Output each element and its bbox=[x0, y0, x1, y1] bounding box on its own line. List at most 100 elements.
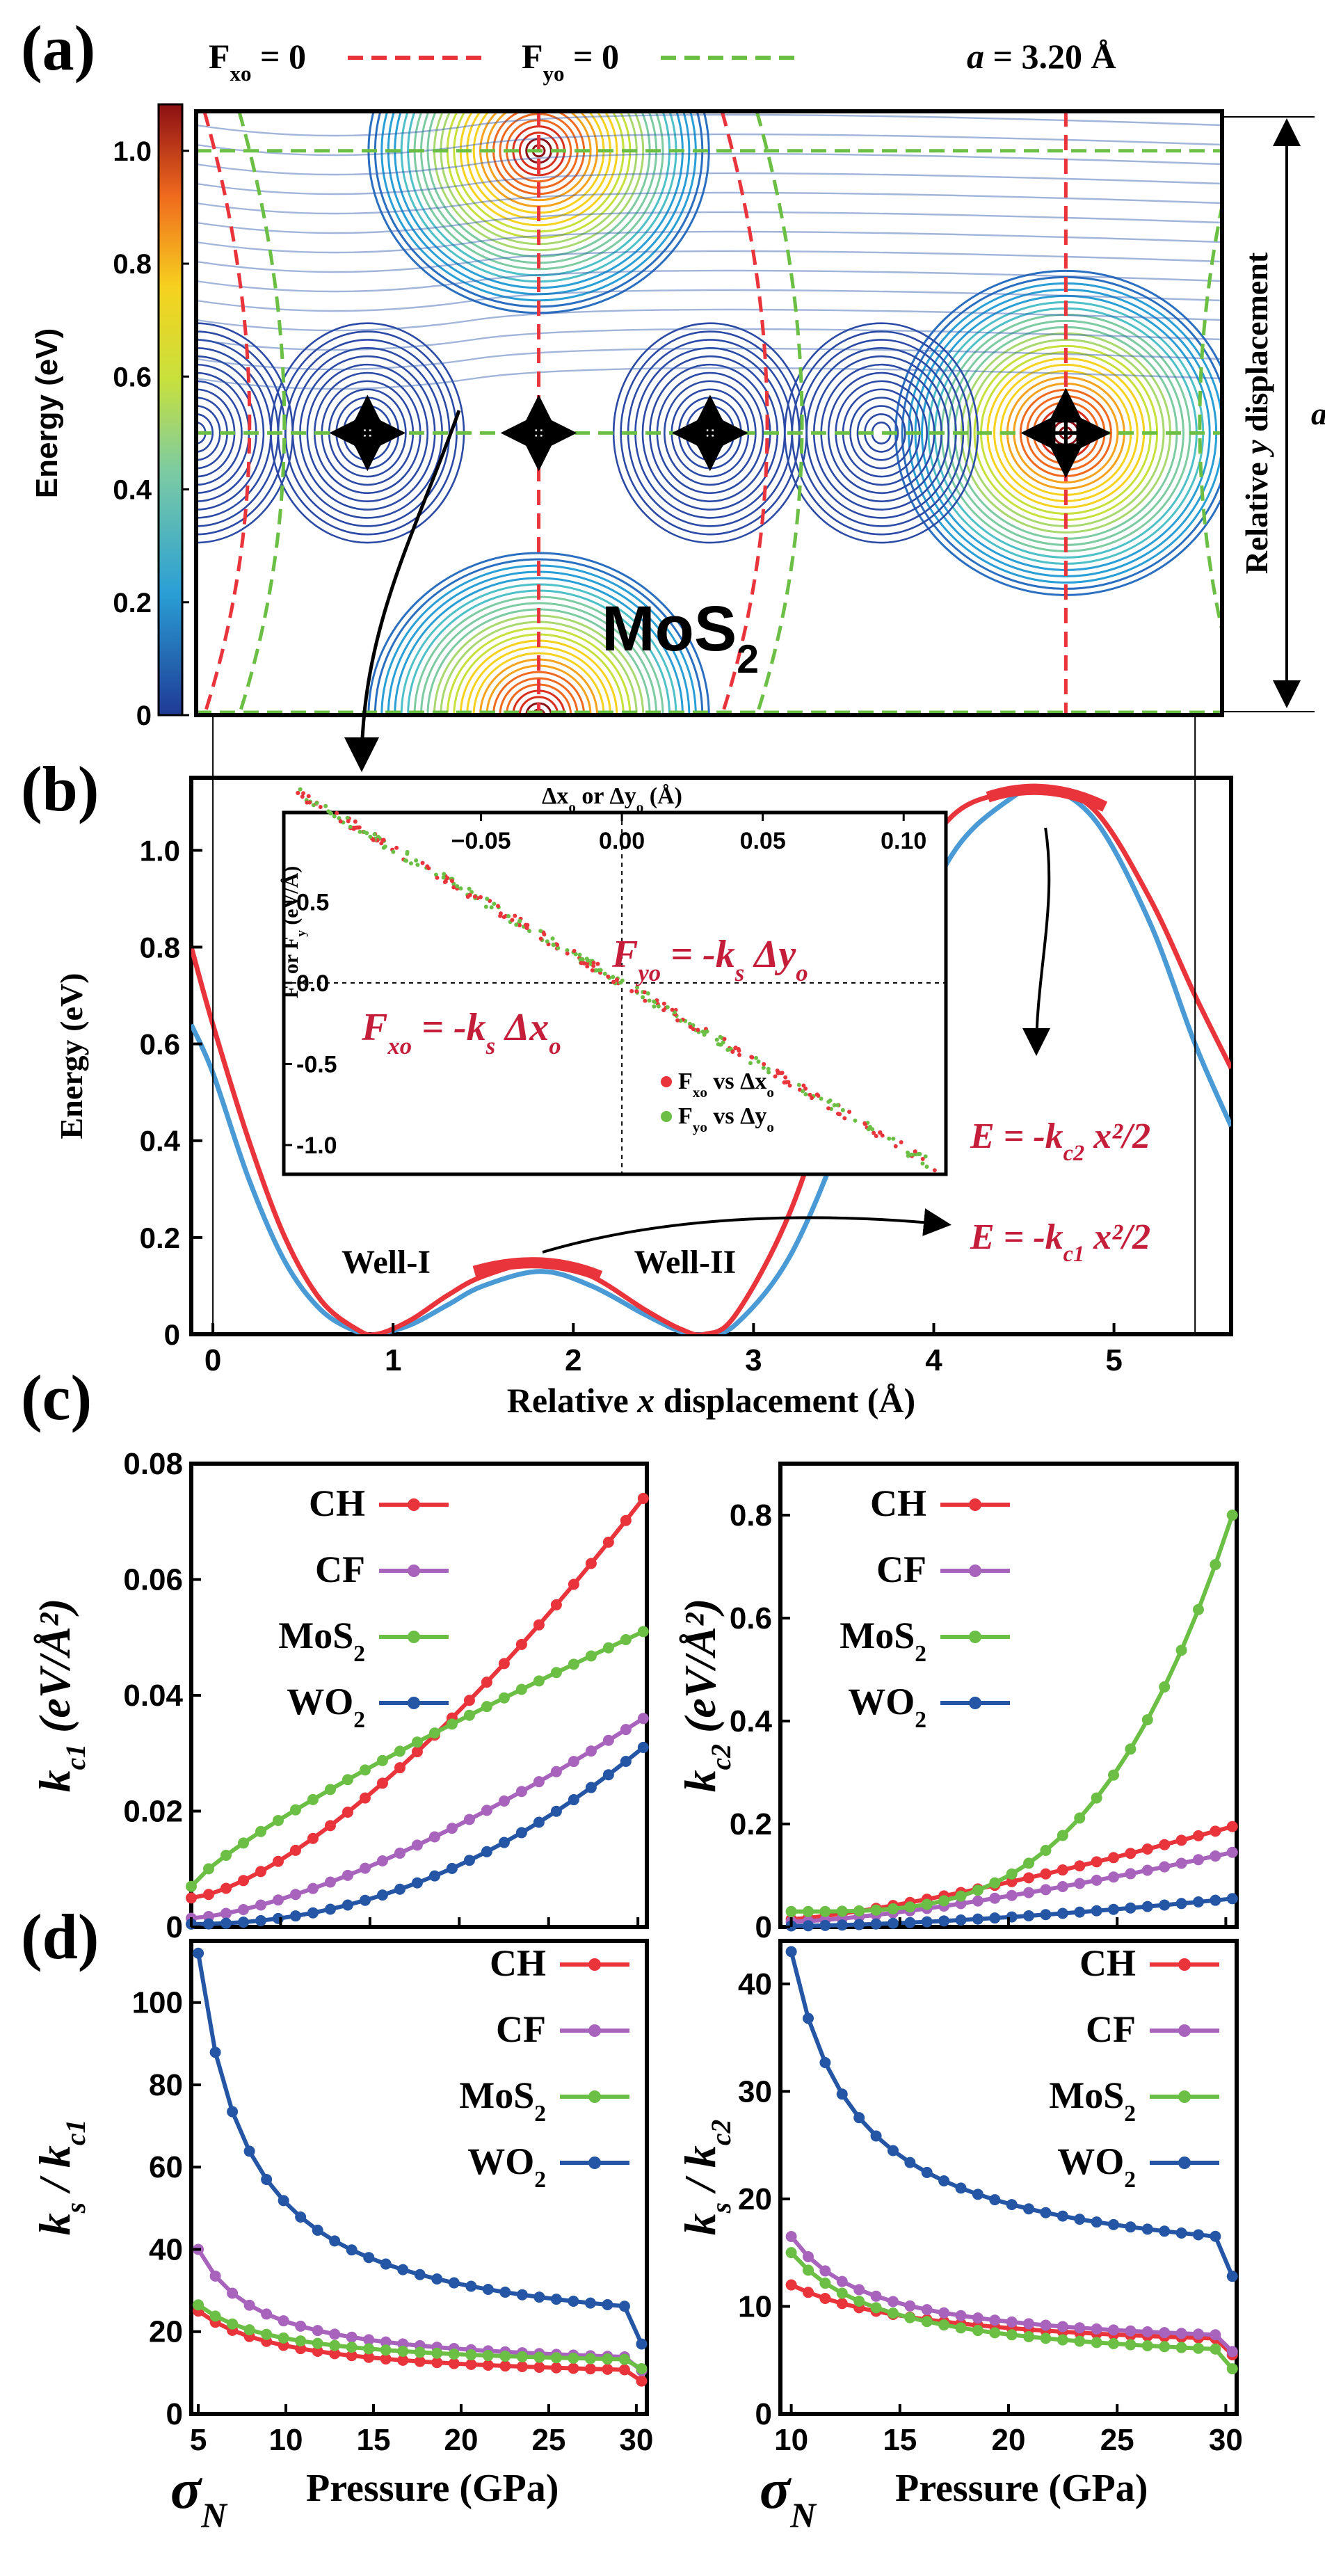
colorbar-tick-label: 0 bbox=[136, 701, 152, 731]
inset-point bbox=[345, 815, 350, 820]
inset-point bbox=[472, 894, 477, 899]
series-point bbox=[887, 2307, 899, 2319]
inset-x-tick-label: 0.00 bbox=[599, 828, 645, 854]
series-point bbox=[550, 1805, 562, 1817]
series-point bbox=[481, 1846, 492, 1857]
inset-point bbox=[737, 1048, 741, 1053]
inset-point bbox=[787, 1083, 792, 1088]
inset-point bbox=[591, 960, 596, 965]
well-i-label: Well-I bbox=[342, 1244, 431, 1281]
inset-plot: −0.05 0.00 0.05 0.10 -1.0 -0.5 0.0 0.5 Δxo or Δy… bbox=[280, 783, 948, 1176]
series-point bbox=[1125, 1848, 1137, 1859]
inset-point bbox=[409, 861, 414, 866]
series-point bbox=[938, 2307, 950, 2319]
series-point bbox=[446, 1718, 458, 1730]
inset-point bbox=[305, 800, 310, 805]
series-point bbox=[329, 2339, 341, 2351]
series-point bbox=[887, 2296, 899, 2307]
series-point bbox=[481, 1701, 492, 1713]
series-point bbox=[380, 2336, 392, 2348]
y-axis-label: ks / kc1 bbox=[30, 2120, 91, 2236]
map-frame bbox=[194, 109, 1224, 717]
series-point bbox=[904, 1917, 916, 1928]
series-point bbox=[1175, 2328, 1187, 2339]
subplot: CH CF MoS2 WO2 0 0.2 0.4 0.6 0.8 kc2 (eV/Å²) bbox=[675, 1462, 1239, 1944]
inset-point bbox=[862, 1121, 867, 1126]
material-label: MoS2 bbox=[602, 593, 759, 682]
series-point bbox=[1108, 1852, 1120, 1864]
series-point bbox=[533, 1816, 545, 1828]
y-tick-label: 0.2 bbox=[140, 1222, 180, 1254]
series-point bbox=[411, 1746, 423, 1758]
inset-point bbox=[565, 951, 570, 956]
series-point bbox=[972, 1885, 983, 1896]
inset-point bbox=[796, 1082, 801, 1087]
y-tick-label: 0 bbox=[164, 1318, 180, 1351]
series-point bbox=[1175, 2227, 1187, 2239]
series-point bbox=[359, 1894, 371, 1906]
series-point bbox=[1040, 1909, 1052, 1921]
series-point bbox=[278, 2315, 289, 2327]
series-point bbox=[220, 1907, 232, 1919]
series-point bbox=[1226, 2271, 1238, 2282]
series-point bbox=[989, 1892, 1001, 1904]
y-tick-label: 40 bbox=[149, 2232, 183, 2266]
inset-point bbox=[847, 1110, 852, 1114]
panel-label: (a) bbox=[21, 13, 95, 83]
series-point bbox=[1091, 1905, 1102, 1917]
inset-point bbox=[835, 1103, 840, 1107]
legend-marker bbox=[1178, 1958, 1191, 1971]
series-point bbox=[414, 2269, 426, 2280]
series-point bbox=[363, 2343, 375, 2355]
series-point bbox=[220, 1850, 232, 1862]
x-tick-label: 15 bbox=[357, 2423, 391, 2457]
series-point bbox=[870, 1918, 882, 1930]
series-point bbox=[887, 1903, 899, 1914]
contour-line bbox=[195, 191, 1223, 215]
y-tick-label: 10 bbox=[738, 2289, 772, 2323]
inset-point bbox=[641, 995, 645, 1000]
contour-line bbox=[195, 133, 1223, 157]
series-point bbox=[836, 2088, 848, 2100]
series-point bbox=[1108, 2338, 1120, 2350]
series-point bbox=[346, 2342, 358, 2353]
contour-line bbox=[195, 289, 1223, 312]
series-point bbox=[1091, 1856, 1102, 1868]
inset-x-label: Δxo or Δyo (Å) bbox=[542, 783, 682, 815]
series-point bbox=[785, 1946, 797, 1958]
inset-legend-label: Fyo vs Δyo bbox=[678, 1103, 774, 1135]
series-point bbox=[803, 2264, 814, 2276]
inset-point bbox=[538, 936, 543, 941]
series-point bbox=[989, 2314, 1001, 2326]
inset-point bbox=[323, 803, 328, 808]
series-point bbox=[637, 1741, 649, 1753]
series-point bbox=[1074, 1812, 1086, 1824]
series-point bbox=[887, 2145, 899, 2157]
inset-point bbox=[878, 1130, 883, 1135]
series-point bbox=[428, 1870, 440, 1882]
y-tick-label: 0 bbox=[755, 2397, 772, 2431]
inset-point bbox=[510, 918, 515, 922]
contour-ring bbox=[664, 380, 757, 486]
contour-line bbox=[195, 152, 1223, 176]
y-axis-label: Energy (eV) bbox=[54, 973, 89, 1139]
legend-label: CF bbox=[1086, 2008, 1136, 2050]
series-point bbox=[1141, 2223, 1153, 2235]
inset-point bbox=[652, 1004, 657, 1009]
series-point bbox=[394, 1883, 405, 1895]
series-point bbox=[1108, 1769, 1120, 1781]
series-point bbox=[363, 2351, 375, 2363]
series-point bbox=[938, 1895, 950, 1907]
series-point bbox=[307, 1907, 319, 1919]
y-tick-label: 0.8 bbox=[730, 1498, 772, 1533]
series-point bbox=[637, 1492, 649, 1504]
series-point bbox=[955, 1890, 967, 1902]
colorbar bbox=[157, 103, 184, 717]
series-point bbox=[324, 1784, 336, 1795]
legend-marker bbox=[408, 1631, 420, 1643]
peak-highlight bbox=[986, 783, 1108, 812]
series-point bbox=[1023, 2203, 1035, 2215]
series-point bbox=[989, 1912, 1001, 1924]
inset-point bbox=[458, 886, 463, 891]
y-tick-label: 0.2 bbox=[730, 1807, 772, 1841]
